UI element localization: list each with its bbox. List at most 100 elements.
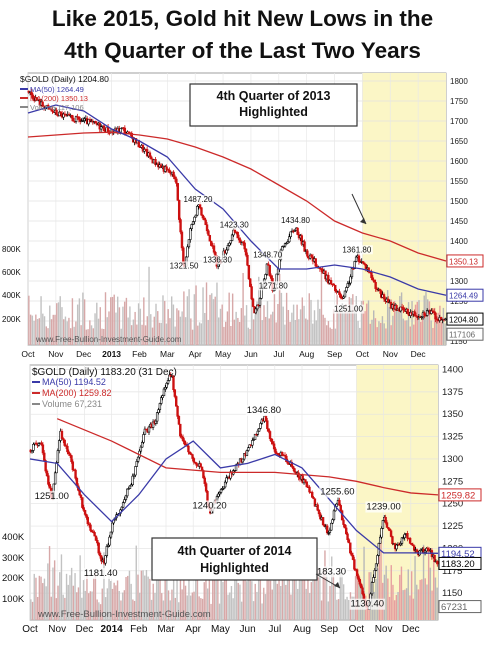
volume-bar (154, 592, 156, 620)
y-tick-label: 1250 (442, 499, 463, 510)
candle-body (161, 395, 164, 398)
candle-body (354, 256, 358, 262)
volume-bar (313, 310, 316, 345)
candle-body (327, 532, 330, 534)
volume-bar (82, 580, 85, 620)
candle-body (402, 307, 405, 311)
candle-body (288, 236, 291, 243)
volume-bar (62, 594, 64, 620)
candle-body (283, 454, 287, 457)
candle-body (433, 554, 436, 562)
volume-bar (315, 576, 318, 620)
candle-body (387, 527, 390, 530)
volume-bar (204, 312, 206, 345)
volume-bar (158, 322, 161, 345)
volume-bar (378, 556, 381, 620)
candle-body (189, 453, 193, 455)
volume-bar (78, 298, 81, 345)
candle-body (127, 488, 130, 490)
x-tick-label: Oct (356, 349, 370, 359)
volume-bars (28, 266, 446, 345)
candle-body (332, 510, 336, 520)
volume-bar (67, 584, 69, 620)
candle-body (131, 475, 134, 485)
volume-bar (229, 592, 231, 620)
legend-entry: MA(50) 1264.49 (30, 85, 84, 94)
volume-bar (66, 321, 68, 345)
y-tick-label: 1300 (450, 277, 468, 286)
candle-body (176, 405, 179, 417)
volume-bar (198, 322, 201, 345)
candle-body (188, 451, 191, 454)
volume-bar (59, 572, 61, 620)
candle-body (258, 298, 262, 306)
volume-bar (339, 567, 341, 620)
candle-body (102, 125, 106, 132)
volume-bar (444, 323, 446, 345)
price-label: 1183.30 (312, 566, 346, 577)
candle-body (382, 294, 386, 300)
candle-body (111, 522, 114, 533)
candle-body (252, 439, 255, 441)
volume-bar (35, 577, 37, 620)
candle-body (210, 240, 213, 246)
volume-bar (409, 595, 411, 620)
candle-body (350, 268, 354, 278)
volume-bar (388, 596, 391, 620)
volume-bar (176, 308, 178, 345)
volume-bar (140, 570, 143, 620)
volume-bar (31, 315, 34, 345)
volume-bar (407, 302, 410, 345)
volume-bar (94, 313, 96, 345)
x-tick-label: Nov (383, 349, 399, 359)
volume-bar (159, 568, 161, 620)
volume-bar (132, 599, 134, 620)
volume-bar (254, 583, 256, 620)
volume-bar (33, 320, 35, 345)
candle-body (403, 534, 406, 538)
candle-body (199, 463, 202, 468)
candle-body (165, 166, 168, 170)
volume-bar (223, 326, 225, 345)
candle-body (204, 483, 208, 492)
volume-bar (189, 595, 192, 620)
volume-bar (160, 322, 162, 345)
candle-body (123, 499, 126, 503)
volume-bar (379, 322, 382, 345)
candle-body (361, 587, 364, 595)
volume-bar (368, 572, 370, 620)
candle-body (230, 234, 234, 241)
volume-bar (33, 573, 35, 620)
candle-body (324, 270, 327, 280)
candle-body (274, 448, 277, 454)
volume-bar (193, 591, 195, 620)
candle-body (342, 519, 345, 525)
volume-bar (110, 297, 112, 345)
candle-body (72, 117, 75, 122)
price-label: 1240.20 (192, 500, 226, 511)
volume-bar (211, 293, 213, 345)
candle-body (426, 547, 429, 550)
volume-bar (381, 316, 384, 345)
candle-body (246, 254, 249, 266)
volume-bar (249, 329, 251, 345)
x-tick-label: Oct (21, 349, 35, 359)
volume-bar (135, 545, 137, 620)
volume-bar (111, 588, 114, 620)
candle-body (305, 481, 308, 488)
candle-body (411, 544, 415, 547)
candle-body (257, 428, 261, 432)
x-tick-label: Feb (130, 624, 148, 635)
volume-bar (96, 302, 98, 345)
volume-bar (201, 598, 204, 620)
volume-bar (138, 592, 141, 620)
x-tick-label: Aug (293, 624, 311, 635)
candle-body (164, 387, 167, 390)
candle-body (335, 290, 338, 293)
candle-body (415, 549, 419, 553)
candle-body (304, 479, 307, 483)
candle-body (221, 488, 224, 490)
volume-bar (72, 585, 75, 620)
volume-bar (191, 592, 194, 620)
volume-bar (302, 567, 304, 620)
